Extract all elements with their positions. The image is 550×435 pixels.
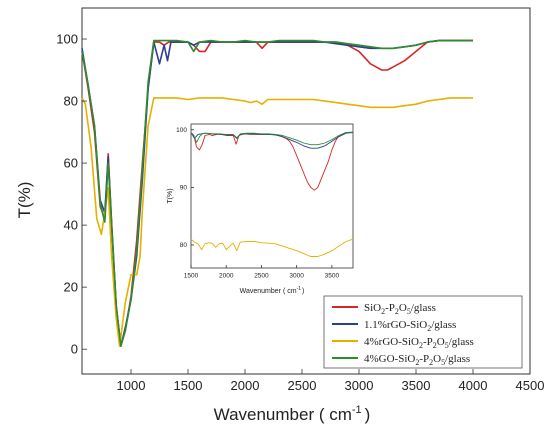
legend-label-2: 4%rGO-SiO2-P2O5/glass	[364, 336, 474, 350]
inset-y-axis-label: T(%)	[167, 188, 174, 203]
main-y-tick-label-1: 20	[64, 280, 78, 295]
main-y-ticks: 0 20 40 60 80 100	[56, 32, 87, 357]
inset-series-line-2	[190, 238, 354, 257]
main-y-tick-label-4: 80	[64, 94, 78, 109]
inset-x-axis-label-text: Wavenumber ( cm	[240, 288, 297, 295]
main-x-tick-label-6: 4000	[459, 378, 488, 393]
main-y-tick-label-2: 40	[64, 218, 78, 233]
inset-series-line-3	[190, 131, 354, 146]
inset-chart: 1500 2000 2500 3000 3500 80 90 100 T(%) Wavenu…	[167, 116, 362, 296]
legend-label-0: SiO2-P2O5/glass	[364, 302, 436, 316]
main-series-line-2	[81, 97, 473, 347]
main-y-tick-label-3: 60	[64, 156, 78, 171]
main-x-tick-label-4: 3000	[345, 378, 374, 393]
inset-x-tick-label-0: 1500	[184, 273, 199, 280]
inset-x-tick-label-2: 2500	[254, 273, 269, 280]
main-x-tick-label-0: 1000	[117, 378, 146, 393]
main-x-tick-label-1: 1500	[174, 378, 203, 393]
inset-x-axis-label-close: )	[302, 288, 304, 295]
inset-plot-frame	[190, 123, 354, 269]
legend-items: SiO2-P2O5/glass 1.1%rGO-SiO2/glass 4%rGO-S…	[332, 302, 474, 367]
main-x-axis-label: Wavenumber ( cm-1)	[214, 404, 371, 424]
inset-y-tick-label-1: 90	[180, 185, 188, 192]
main-x-tick-label-2: 2000	[231, 378, 260, 393]
legend-label-3: 4%GO-SiO2-P2O5/glass	[364, 353, 470, 367]
main-x-axis-label-text: Wavenumber ( cm	[214, 405, 352, 424]
main-plot-frame	[81, 7, 531, 375]
inset-x-tick-label-4: 3500	[325, 273, 340, 280]
main-x-axis-label-sup: -1	[352, 404, 362, 416]
main-x-tick-label-3: 2500	[288, 378, 317, 393]
inset-y-ticks: 80 90 100	[176, 127, 194, 249]
inset-x-tick-label-3: 3000	[289, 273, 304, 280]
main-x-axis-label-close: )	[365, 405, 371, 424]
main-series-line-3	[81, 39, 473, 347]
legend-label-1: 1.1%rGO-SiO2/glass	[364, 319, 456, 333]
inset-x-ticks: 1500 2000 2500 3000 3500	[184, 265, 340, 280]
main-y-tick-label-0: 0	[71, 342, 78, 357]
main-chart: 1000 1500 2000 2500 3000 3500 4000 4500 0 20 40 60…	[15, 7, 545, 424]
inset-series-group	[190, 131, 354, 257]
legend: SiO2-P2O5/glass 1.1%rGO-SiO2/glass 4%rGO-S…	[323, 295, 523, 369]
main-x-ticks: 1000 1500 2000 2500 3000 3500 4000 4500	[117, 369, 545, 393]
main-x-tick-label-7: 4500	[516, 378, 545, 393]
inset-x-tick-label-1: 2000	[219, 273, 234, 280]
inset-x-axis-label-sup: -1	[297, 286, 302, 292]
main-y-axis-label: T(%)	[15, 182, 34, 219]
inset-x-axis-label: Wavenumber ( cm-1)	[240, 286, 305, 295]
inset-y-tick-label-0: 80	[180, 242, 188, 249]
main-series-group	[81, 39, 473, 347]
main-y-tick-label-5: 100	[56, 32, 78, 47]
main-x-tick-label-5: 3500	[402, 378, 431, 393]
inset-y-tick-label-2: 100	[176, 127, 187, 134]
